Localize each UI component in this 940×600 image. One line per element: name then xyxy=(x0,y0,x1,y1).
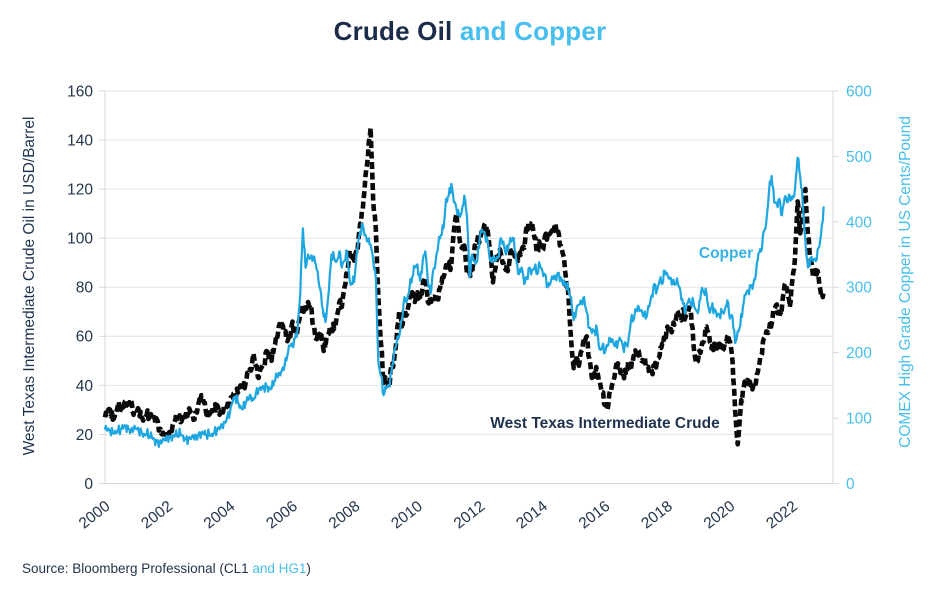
y-right-tick-label: 100 xyxy=(846,411,872,428)
x-tick-label: 2002 xyxy=(138,498,176,533)
copper-line xyxy=(103,156,825,448)
x-tick-label: 2016 xyxy=(576,498,614,533)
x-tick-label: 2004 xyxy=(201,498,239,533)
y-right-tick-label: 300 xyxy=(846,280,872,297)
y-left-tick-label: 0 xyxy=(84,476,93,493)
y-right-tick-label: 600 xyxy=(846,83,872,100)
y-left-tick-label: 160 xyxy=(67,83,93,100)
y-right-tick-label: 0 xyxy=(846,476,855,493)
x-tick-label: 2010 xyxy=(388,498,426,533)
wti-series-label: West Texas Intermediate Crude xyxy=(490,415,720,432)
chart-title: Crude Oil and Copper xyxy=(0,16,940,47)
source-highlight: and HG1 xyxy=(252,561,307,576)
x-tick-label: 2012 xyxy=(451,498,489,533)
copper-series-label: Copper xyxy=(698,245,754,262)
wti-line xyxy=(102,125,826,447)
y-left-tick-label: 100 xyxy=(67,231,93,248)
y-left-tick-label: 140 xyxy=(67,132,93,149)
source-note: Source: Bloomberg Professional (CL1 and … xyxy=(22,561,311,576)
y-left-tick-label: 20 xyxy=(76,427,94,444)
y-left-tick-label: 120 xyxy=(67,182,93,199)
title-and-copper: and Copper xyxy=(452,16,607,46)
y-left-tick-label: 80 xyxy=(76,280,94,297)
title-crude-oil: Crude Oil xyxy=(333,16,453,46)
x-tick-label: 2008 xyxy=(326,498,364,533)
y-right-tick-label: 200 xyxy=(846,345,872,362)
source-suffix: ) xyxy=(306,561,311,576)
x-tick-label: 2014 xyxy=(513,498,551,533)
source-prefix: Source: Bloomberg Professional (CL1 xyxy=(22,561,253,576)
y-left-tick-label: 60 xyxy=(76,329,94,346)
x-tick-label: 2022 xyxy=(763,498,801,533)
y-right-tick-label: 400 xyxy=(846,214,872,231)
y-left-tick-label: 40 xyxy=(76,378,94,395)
y-right-tick-label: 500 xyxy=(846,149,872,166)
x-tick-label: 2006 xyxy=(263,498,301,533)
x-tick-label: 2020 xyxy=(701,498,739,533)
x-tick-label: 2018 xyxy=(638,498,676,533)
x-tick-label: 2000 xyxy=(76,498,114,533)
